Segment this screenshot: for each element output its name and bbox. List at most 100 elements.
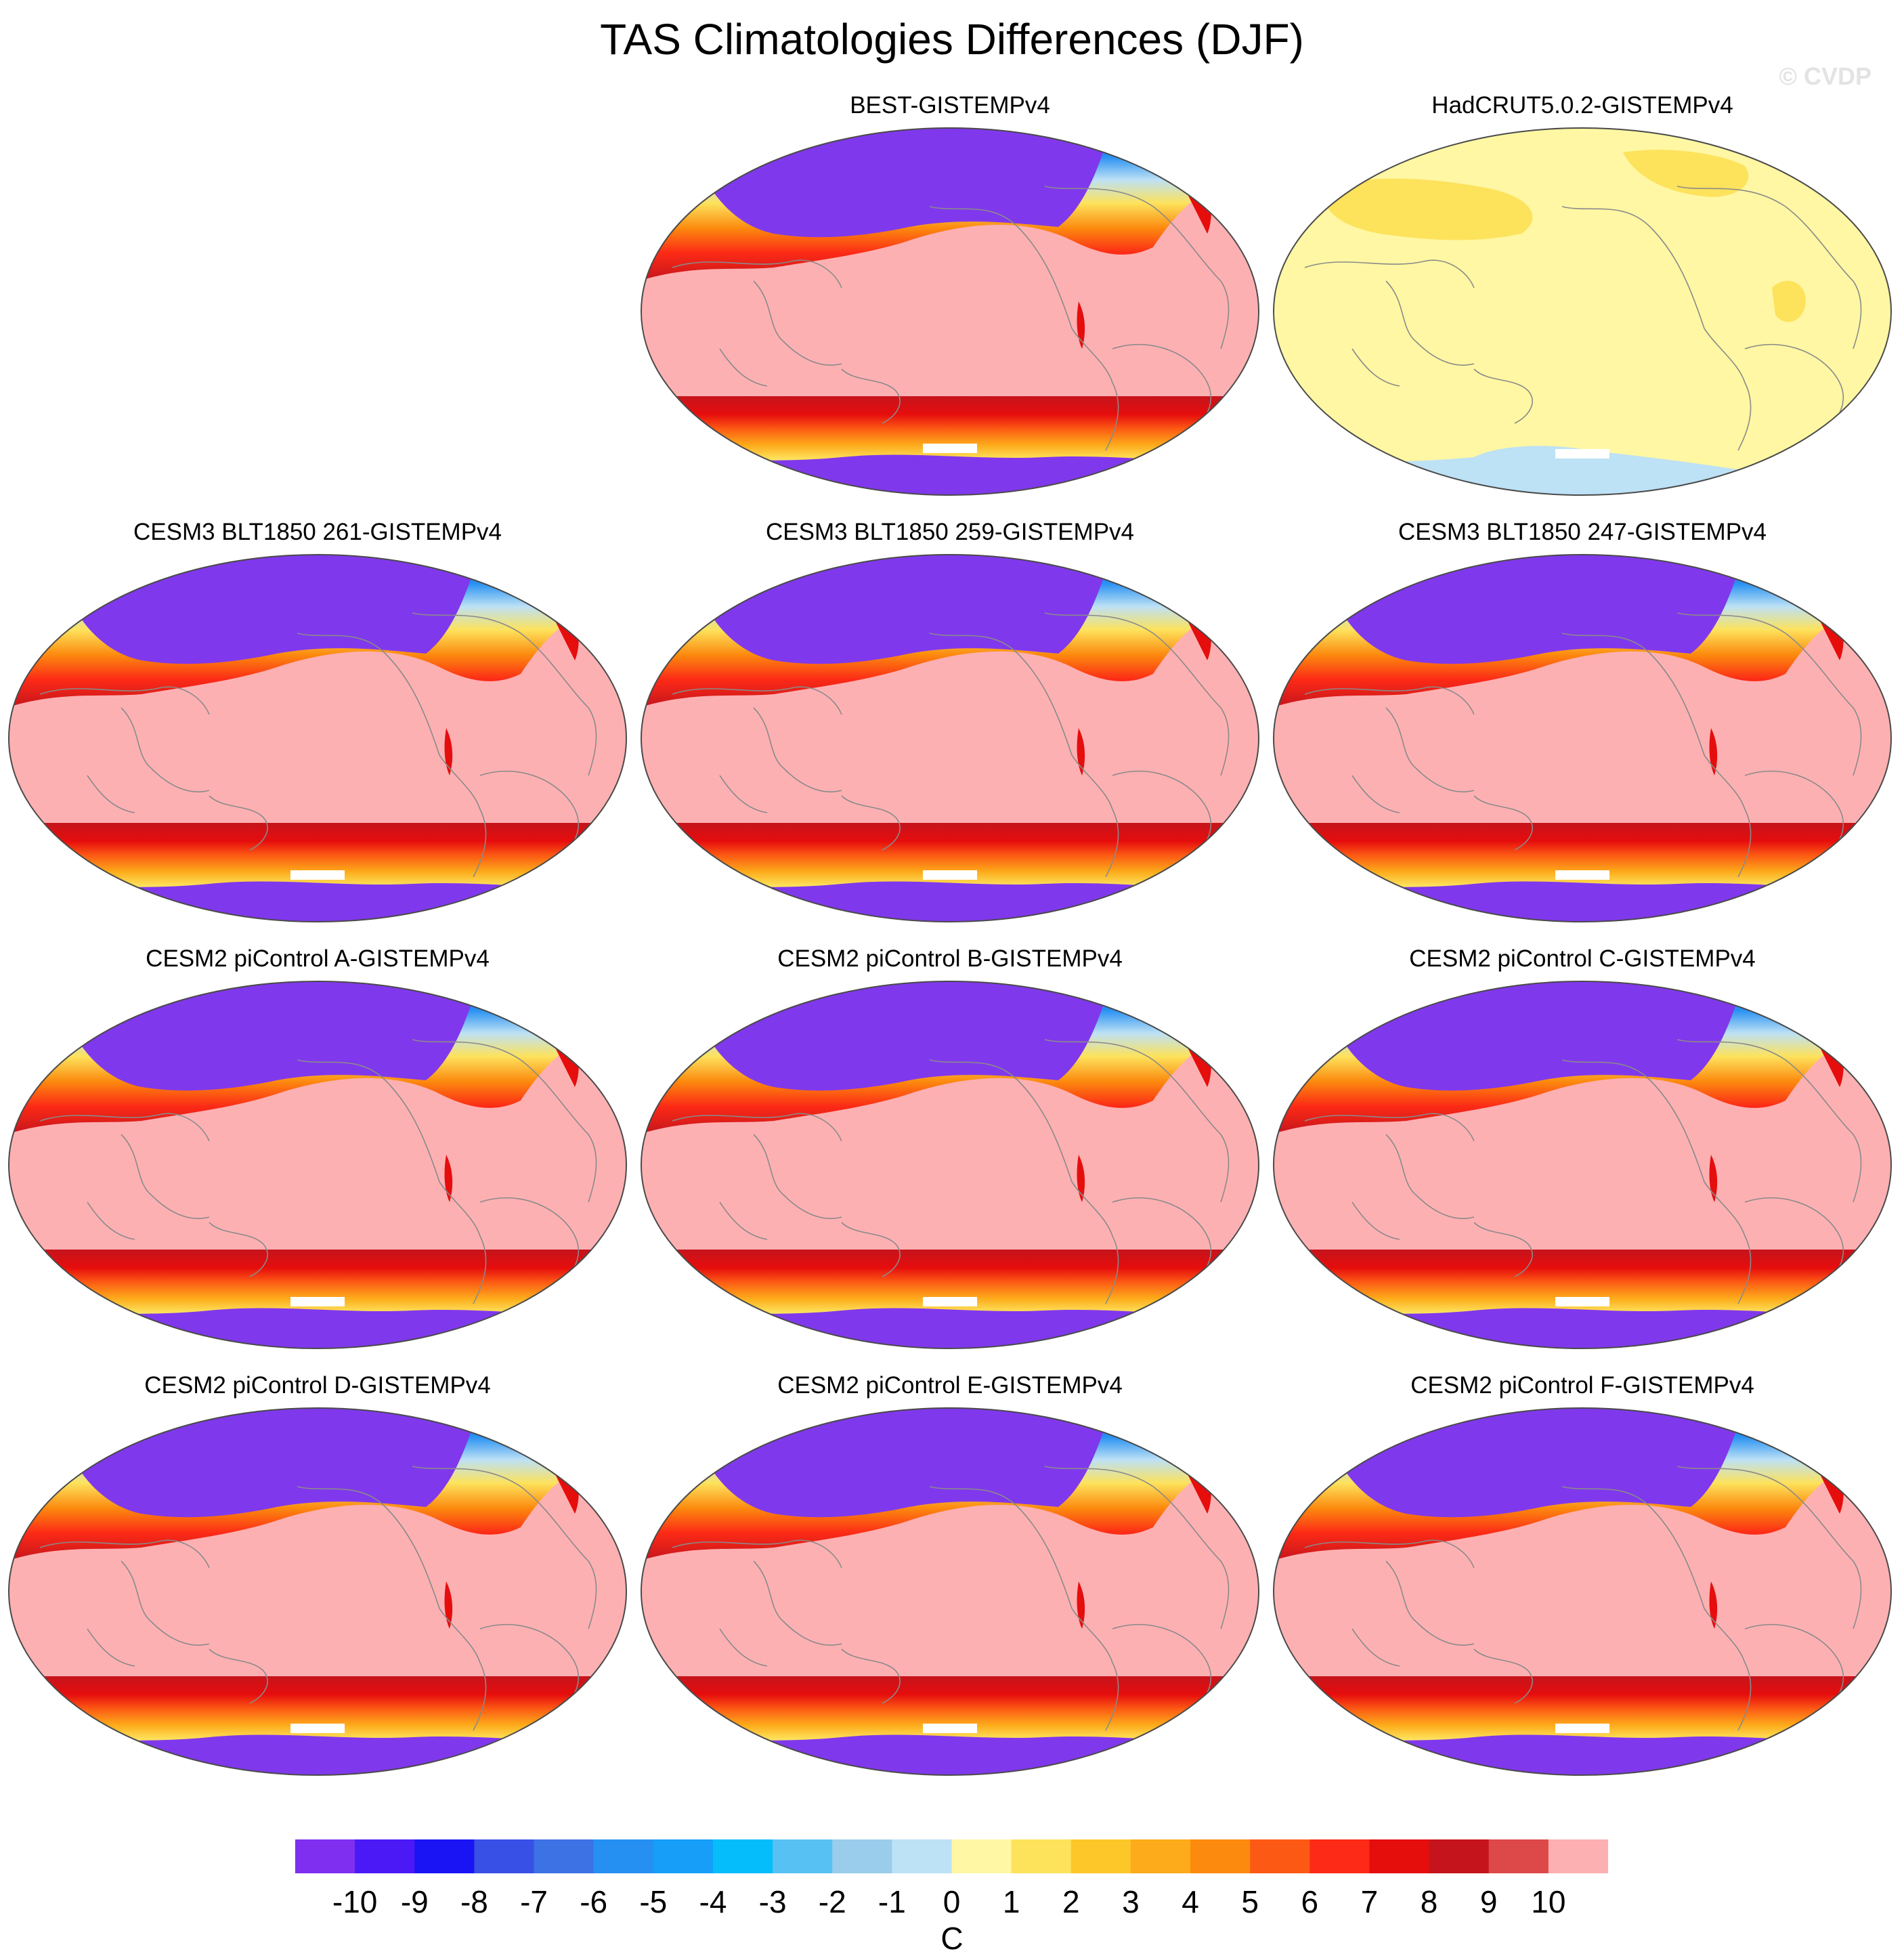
colorbar-tick-label: 8 [1420,1884,1438,1919]
coastline [719,348,768,387]
missing-data-patch [923,870,977,880]
warm-anomaly-region [1772,280,1806,322]
colorbar-swatch [593,1839,654,1873]
coastline [841,795,901,851]
page-title: TAS Climatologies Differences (DJF) [600,15,1304,64]
antarctic-cold-region [641,1308,1259,1348]
map-plot [641,127,1259,496]
map-plot [1273,554,1892,922]
panel-title: CESM2 piControl D-GISTEMPv4 [144,1372,491,1399]
map-outline [1273,127,1892,496]
colorbar-swatch [534,1839,594,1873]
missing-data-patch [923,1297,977,1306]
northern-cold-region [699,1408,1112,1518]
coastline [297,1486,440,1609]
antarctic-cold-region [641,1734,1259,1775]
antarctic-cold-region [1274,1734,1891,1775]
northern-cold-region [699,981,1112,1091]
coastline [412,612,589,708]
colorbar-swatch [1011,1839,1072,1873]
antarctic-cold-region [1274,1308,1891,1348]
coastline [439,1181,487,1304]
northern-cold-region [67,555,480,664]
map-panel-blt259: CESM3 BLT1850 259-GISTEMPv4 [639,518,1261,924]
antarctic-cold-region [641,454,1259,495]
map-outline [641,127,1259,496]
coastline [753,707,842,792]
colorbar-tick-label: 4 [1182,1884,1199,1919]
map-plot [1273,1407,1892,1776]
missing-data-patch [1555,1297,1609,1306]
colorbar-tick-label: -1 [878,1884,906,1919]
northern-cold-region [1332,1408,1745,1518]
northern-cold-region [67,981,480,1091]
coastline [1853,1560,1862,1629]
coastline [841,1222,901,1277]
coastline [121,1560,210,1646]
antarctic-cold-region [9,1734,626,1775]
map-panel-picA: CESM2 piControl A-GISTEMPv4 [6,945,629,1351]
colorbar-tick-label: -2 [818,1884,846,1919]
coastline [719,1201,768,1240]
map-outline [1273,1407,1892,1776]
coastline [841,368,901,424]
coastline [588,1134,597,1203]
colorbar-swatch [653,1839,714,1873]
colorbar-tick-label: -5 [639,1884,668,1919]
northern-cold-region [699,555,1112,664]
map-panel-picE: CESM2 piControl E-GISTEMPv4 [639,1371,1261,1778]
colorbar-tick-label: -10 [332,1884,378,1919]
coastline [121,1134,210,1219]
colorbar-tick-label: 7 [1360,1884,1379,1919]
northern-cold-region [699,128,1112,238]
coastline [439,1608,487,1731]
colorbar-swatch [1130,1839,1191,1873]
map-panel-picC: CESM2 piControl C-GISTEMPv4 [1271,945,1894,1351]
coastline [753,1560,842,1646]
missing-data-patch [290,870,345,880]
coastline [719,775,768,813]
coastline [1304,259,1475,289]
coastline [1473,1648,1533,1704]
map-outline [8,981,627,1349]
map-plot [8,1407,627,1776]
map-outline [641,554,1259,922]
coastline [1220,1134,1230,1203]
coastline [1044,186,1221,282]
colorbar-tick-label: 2 [1062,1884,1080,1919]
coastline [1385,1560,1475,1646]
colorbar-swatch [295,1839,355,1873]
missing-data-patch [1555,870,1609,880]
coastline [1853,1134,1862,1203]
coastline [1351,1201,1400,1240]
coastline [753,1134,842,1219]
antarctic-cold-region [9,881,626,922]
coastline [753,280,842,366]
colorbar-tick-label: -3 [758,1884,787,1919]
colorbar-tick-label: 0 [943,1884,961,1919]
coastline [412,1039,589,1135]
colorbar-swatch [712,1839,773,1873]
colorbar-swatch [1369,1839,1430,1873]
map-outline [1273,981,1892,1349]
panel-title: CESM3 BLT1850 261-GISTEMPv4 [133,519,502,545]
coastline [1385,1134,1475,1219]
colorbar-swatch [1548,1839,1608,1873]
coastline [87,1628,135,1667]
coastline [1220,280,1230,349]
coastline [929,633,1073,756]
coastline [87,1201,135,1240]
colorbar-swatch [414,1839,475,1873]
northern-cold-region [1332,981,1745,1091]
map-plot [8,981,627,1349]
coastline [672,686,842,715]
antarctic-cold-region [641,881,1259,922]
missing-data-patch [923,1724,977,1733]
coastline [1561,1486,1705,1609]
coastline [1385,707,1475,792]
colorbar [295,1839,1608,1873]
colorbar-tick-label: -7 [520,1884,548,1919]
warm-anomaly-region [1623,150,1749,197]
colorbar-tick-label: -9 [400,1884,429,1919]
coastline [121,707,210,792]
